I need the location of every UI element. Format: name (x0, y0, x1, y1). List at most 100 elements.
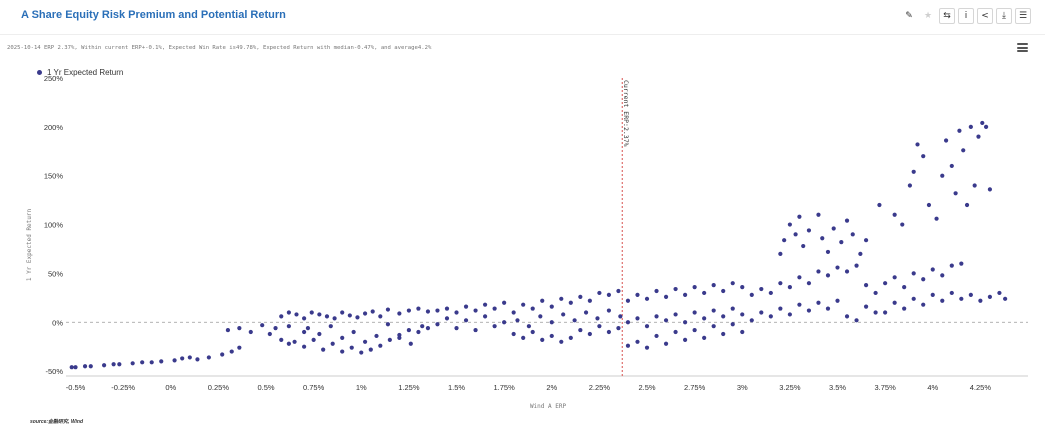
scatter-point[interactable] (892, 300, 897, 305)
scatter-point[interactable] (220, 352, 225, 357)
scatter-point[interactable] (340, 310, 345, 315)
scatter-point[interactable] (873, 310, 878, 315)
scatter-point[interactable] (347, 313, 352, 318)
scatter-point[interactable] (578, 294, 583, 299)
pen-icon[interactable]: ✎ (901, 8, 917, 24)
scatter-point[interactable] (902, 306, 907, 311)
scatter-point[interactable] (635, 292, 640, 298)
scatter-point[interactable] (587, 331, 592, 337)
scatter-point[interactable] (206, 355, 211, 360)
scatter-point[interactable] (702, 335, 707, 340)
scatter-point[interactable] (911, 296, 916, 301)
scatter-point[interactable] (583, 310, 589, 315)
scatter-point[interactable] (317, 312, 322, 317)
scatter-point[interactable] (187, 355, 192, 360)
scatter-point[interactable] (595, 316, 600, 321)
scatter-point[interactable] (850, 232, 855, 237)
scatter-point[interactable] (606, 308, 612, 313)
scatter-point[interactable] (117, 362, 122, 367)
scatter-point[interactable] (806, 281, 812, 286)
scatter-point[interactable] (549, 333, 554, 339)
scatter-point[interactable] (387, 337, 392, 342)
scatter-point[interactable] (286, 324, 291, 329)
scatter-point[interactable] (359, 350, 364, 355)
scatter-point[interactable] (454, 310, 459, 315)
scatter-point[interactable] (949, 290, 954, 296)
scatter-point[interactable] (692, 310, 697, 315)
scatter-point[interactable] (730, 322, 735, 327)
scatter-point[interactable] (835, 298, 840, 303)
scatter-point[interactable] (976, 134, 981, 139)
scatter-point[interactable] (324, 314, 330, 319)
scatter-point[interactable] (397, 335, 402, 340)
scatter-point[interactable] (883, 281, 888, 286)
scatter-point[interactable] (420, 324, 425, 329)
scatter-point[interactable] (702, 290, 707, 296)
scatter-point[interactable] (801, 243, 806, 249)
scatter-point[interactable] (561, 312, 566, 317)
scatter-point[interactable] (902, 284, 907, 290)
scatter-point[interactable] (921, 277, 926, 282)
scatter-point[interactable] (572, 318, 577, 323)
scatter-point[interactable] (959, 296, 964, 301)
scatter-point[interactable] (635, 316, 640, 321)
scatter-point[interactable] (702, 316, 707, 321)
scatter-point[interactable] (328, 324, 333, 329)
scatter-point[interactable] (673, 329, 678, 335)
scatter-point[interactable] (964, 202, 970, 208)
scatter-point[interactable] (806, 228, 812, 233)
scatter-point[interactable] (730, 306, 735, 311)
scatter-point[interactable] (140, 360, 145, 365)
scatter-point[interactable] (302, 316, 307, 321)
scatter-point[interactable] (454, 326, 459, 331)
scatter-point[interactable] (397, 311, 402, 316)
scatter-point[interactable] (511, 331, 516, 337)
scatter-point[interactable] (721, 331, 726, 337)
scatter-point[interactable] (82, 364, 88, 369)
scatter-point[interactable] (959, 261, 964, 266)
scatter-point[interactable] (915, 142, 920, 147)
scatter-point[interactable] (921, 302, 926, 307)
scatter-point[interactable] (854, 263, 859, 268)
scatter-point[interactable] (797, 275, 802, 280)
scatter-point[interactable] (406, 308, 411, 313)
scatter-point[interactable] (663, 341, 669, 346)
scatter-point[interactable] (549, 304, 554, 309)
scatter-point[interactable] (111, 362, 116, 367)
scatter-point[interactable] (332, 316, 337, 321)
scatter-point[interactable] (521, 302, 526, 307)
scatter-point[interactable] (149, 360, 154, 365)
scatter-point[interactable] (559, 296, 564, 301)
scatter-point[interactable] (502, 320, 507, 325)
scatter-point[interactable] (260, 323, 265, 328)
scatter-point[interactable] (180, 356, 185, 361)
scatter-point[interactable] (663, 294, 669, 299)
scatter-point[interactable] (101, 363, 107, 368)
scatter-point[interactable] (73, 365, 78, 370)
scatter-point[interactable] (526, 324, 532, 329)
scatter-point[interactable] (987, 294, 993, 299)
scatter-point[interactable] (473, 308, 478, 313)
scatter-point[interactable] (286, 310, 291, 315)
scatter-point[interactable] (711, 283, 716, 288)
scatter-point[interactable] (587, 298, 592, 303)
scatter-point[interactable] (740, 329, 745, 335)
scatter-point[interactable] (378, 314, 383, 319)
scatter-point[interactable] (463, 304, 469, 309)
scatter-point[interactable] (538, 314, 543, 319)
scatter-point[interactable] (921, 154, 926, 159)
scatter-point[interactable] (740, 284, 745, 290)
scatter-point[interactable] (635, 339, 640, 344)
scatter-point[interactable] (825, 273, 831, 278)
scatter-point[interactable] (515, 318, 520, 323)
scatter-point[interactable] (294, 312, 299, 317)
scatter-point[interactable] (267, 331, 272, 337)
scatter-point[interactable] (408, 341, 413, 346)
scatter-point[interactable] (444, 316, 450, 321)
scatter-point[interactable] (816, 269, 821, 274)
scatter-point[interactable] (311, 337, 316, 342)
scatter-point[interactable] (540, 298, 545, 303)
scatter-point[interactable] (625, 298, 631, 303)
scatter-point[interactable] (759, 286, 764, 292)
scatter-point[interactable] (654, 288, 659, 294)
